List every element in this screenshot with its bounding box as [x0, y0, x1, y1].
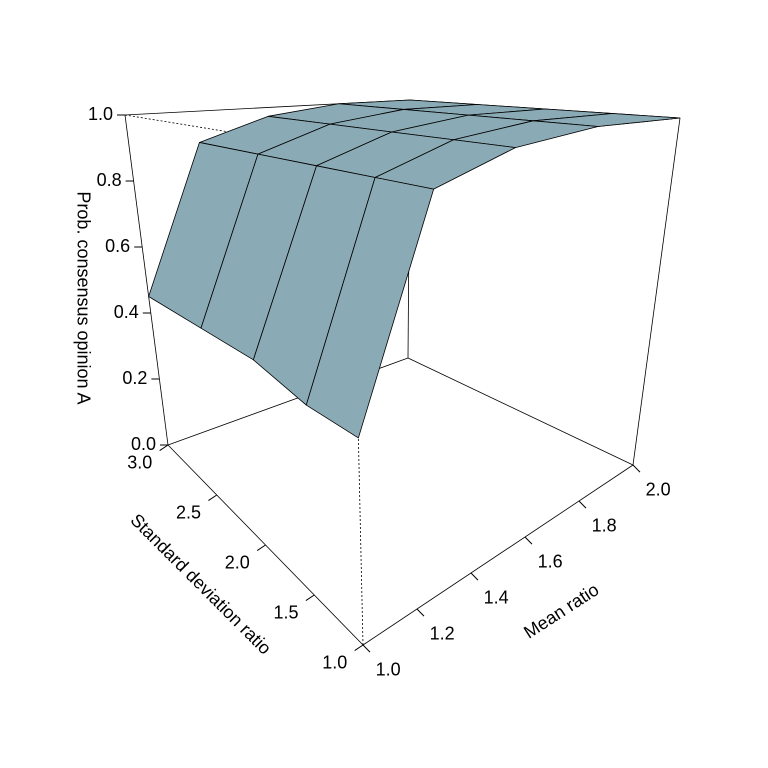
- box-edge: [632, 117, 681, 466]
- y-tick: [305, 594, 315, 601]
- y-tick-label: 1.5: [273, 603, 298, 623]
- box-edge: [124, 114, 169, 446]
- x-tick: [470, 572, 479, 581]
- z-tick-label: 1.0: [88, 104, 113, 124]
- y-tick-label: 2.0: [225, 553, 250, 573]
- y-tick: [159, 444, 169, 451]
- x-tick-label: 1.6: [538, 552, 563, 572]
- y-tick-label: 1.0: [322, 653, 347, 673]
- x-tick-label: 1.0: [376, 660, 401, 680]
- x-tick: [362, 644, 371, 653]
- x-tick: [416, 608, 425, 617]
- y-tick: [354, 644, 364, 651]
- box-edge: [362, 464, 634, 646]
- z-tick-label: 0.4: [114, 302, 139, 322]
- x-tick: [578, 500, 587, 509]
- x-tick: [524, 536, 533, 545]
- x-tick-label: 2.0: [646, 480, 671, 500]
- z-tick-label: 0.8: [97, 170, 122, 190]
- surface-cell: [305, 177, 435, 439]
- x-tick: [632, 464, 641, 473]
- box-edge: [407, 357, 634, 466]
- y-tick-label: 2.5: [176, 503, 201, 523]
- y-tick: [208, 494, 218, 501]
- z-tick-label: 0.2: [122, 368, 147, 388]
- z-axis-title: Prob. consensus opinion A: [73, 191, 93, 404]
- y-tick-label: 3.0: [127, 453, 152, 473]
- x-tick-label: 1.4: [484, 588, 509, 608]
- z-tick-label: 0.0: [131, 434, 156, 454]
- y-tick: [256, 544, 266, 551]
- x-tick-label: 1.2: [430, 624, 455, 644]
- x-axis-title: Mean ratio: [520, 579, 602, 642]
- z-tick-label: 0.6: [105, 236, 130, 256]
- x-tick-label: 1.8: [592, 516, 617, 536]
